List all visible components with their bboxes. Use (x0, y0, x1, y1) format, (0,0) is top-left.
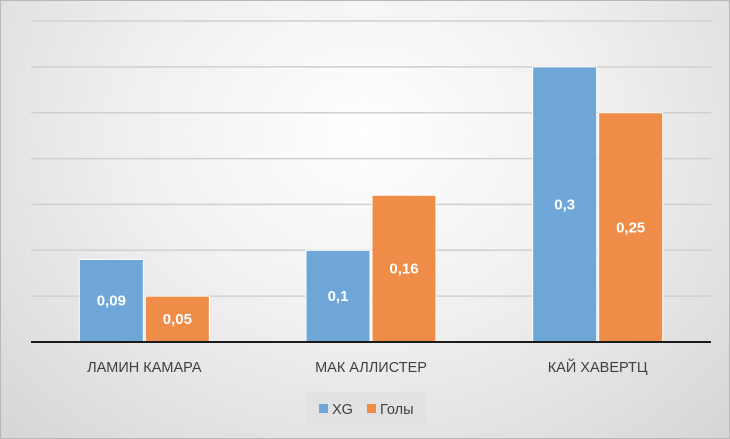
bar-xg-2 (305, 249, 371, 343)
category-label: КАЙ ХАВЕРТЦ (548, 358, 648, 376)
category-label: МАК АЛЛИСТЕР (315, 360, 427, 376)
legend-entry: XG (332, 402, 353, 418)
legend-swatch-icon (319, 404, 328, 413)
data-label: 0,1 (328, 288, 349, 305)
data-label: 0,09 (97, 293, 126, 310)
bar-голы-2 (371, 194, 437, 343)
data-label: 0,05 (163, 311, 192, 328)
legend-swatch-icon (367, 404, 376, 413)
data-label: 0,16 (389, 261, 418, 278)
category-label: ЛАМИН КАМАРА (87, 360, 202, 376)
data-label: 0,3 (554, 196, 575, 213)
data-label: 0,25 (616, 219, 645, 236)
legend-entry: Голы (380, 402, 414, 418)
bar-xg-3 (532, 66, 598, 343)
bar-голы-3 (598, 112, 664, 343)
bar-голы-1 (144, 295, 210, 343)
